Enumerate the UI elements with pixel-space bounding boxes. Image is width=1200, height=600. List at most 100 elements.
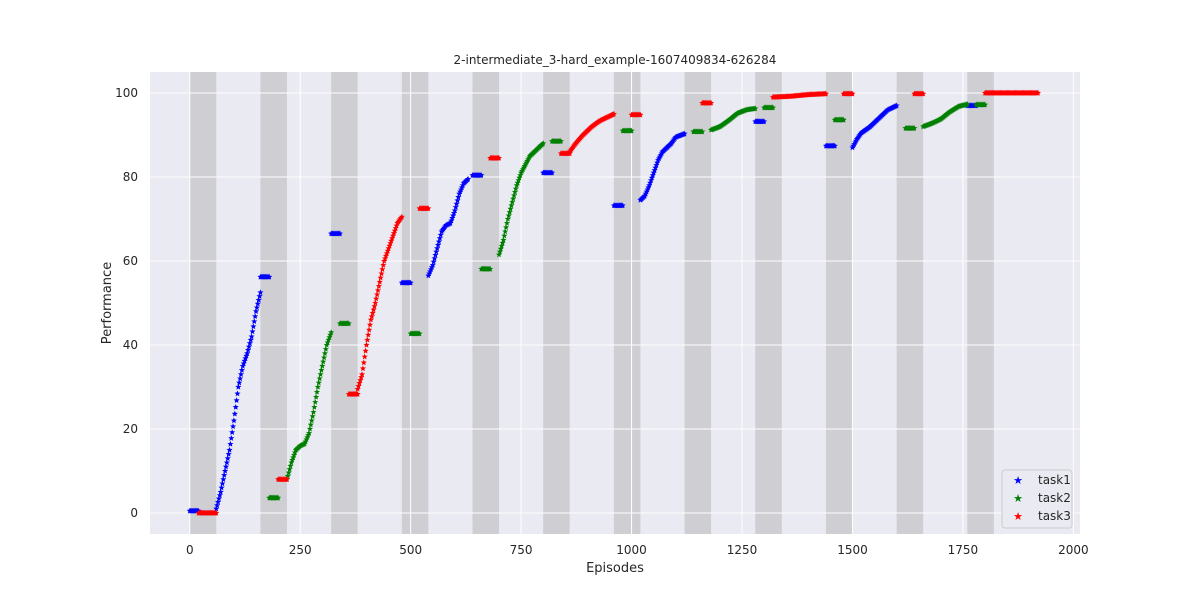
data-point-task1 bbox=[237, 371, 245, 377]
data-point-task1 bbox=[435, 238, 442, 245]
data-point-task2 bbox=[309, 413, 316, 419]
data-point-task1 bbox=[232, 403, 239, 410]
shaded-interval bbox=[331, 72, 358, 534]
data-point-task1 bbox=[227, 440, 234, 447]
data-point-task1 bbox=[436, 235, 443, 241]
shaded-interval bbox=[401, 72, 429, 534]
data-point-task1 bbox=[647, 179, 654, 186]
data-point-task3 bbox=[1034, 89, 1042, 96]
plot-area bbox=[150, 72, 1080, 534]
shaded-interval bbox=[825, 72, 853, 534]
data-point-task1 bbox=[437, 231, 444, 238]
data-point-task1 bbox=[221, 472, 228, 478]
data-point-task1 bbox=[217, 488, 224, 495]
data-point-task1 bbox=[646, 182, 653, 188]
data-point-task2 bbox=[311, 403, 318, 410]
data-point-task1 bbox=[250, 323, 257, 330]
data-point-task3 bbox=[368, 313, 375, 320]
data-point-task3 bbox=[388, 237, 395, 244]
legend-item-task3: ★ task3 bbox=[1013, 509, 1071, 523]
data-point-task1 bbox=[619, 202, 626, 209]
data-point-task2 bbox=[911, 125, 918, 131]
data-point-task3 bbox=[365, 331, 372, 338]
data-point-task3 bbox=[386, 242, 393, 249]
data-point-task3 bbox=[370, 306, 377, 313]
data-point-task3 bbox=[387, 240, 394, 246]
shaded-interval bbox=[967, 72, 994, 534]
data-point-task2 bbox=[501, 232, 508, 239]
data-point-task2 bbox=[307, 421, 314, 428]
data-point-task2 bbox=[557, 138, 564, 144]
data-point-task2 bbox=[500, 236, 507, 243]
data-point-task1 bbox=[681, 130, 688, 137]
data-point-task2 bbox=[322, 346, 329, 352]
data-point-task3 bbox=[359, 365, 366, 372]
data-point-task3 bbox=[610, 110, 617, 117]
data-point-task1 bbox=[214, 498, 222, 505]
data-point-task2 bbox=[964, 101, 971, 107]
data-point-task1 bbox=[246, 340, 253, 346]
data-point-task1 bbox=[249, 328, 256, 335]
data-point-task2 bbox=[506, 209, 513, 215]
data-point-task1 bbox=[230, 417, 237, 424]
legend-marker-task3: ★ bbox=[1013, 510, 1023, 523]
data-point-task1 bbox=[225, 451, 232, 457]
data-point-task1 bbox=[336, 230, 344, 237]
data-point-task1 bbox=[433, 248, 440, 255]
data-point-task3 bbox=[393, 222, 400, 229]
data-point-task2 bbox=[312, 398, 319, 405]
x-axis-title: Episodes bbox=[586, 561, 644, 576]
data-point-task1 bbox=[222, 463, 230, 470]
data-point-task1 bbox=[236, 379, 243, 386]
data-point-task1 bbox=[549, 169, 556, 176]
data-point-task2 bbox=[313, 393, 320, 400]
x-tick-label: 250 bbox=[289, 543, 312, 557]
data-point-task1 bbox=[450, 209, 458, 216]
x-tick-label: 2000 bbox=[1058, 543, 1089, 557]
data-point-task1 bbox=[647, 177, 655, 183]
data-point-task2 bbox=[321, 354, 328, 361]
data-point-task2 bbox=[769, 104, 776, 111]
data-point-task1 bbox=[255, 296, 262, 303]
data-point-task2 bbox=[496, 248, 503, 255]
data-point-task2 bbox=[286, 466, 293, 472]
data-point-task3 bbox=[425, 205, 432, 212]
data-point-task1 bbox=[650, 169, 657, 176]
data-point-task2 bbox=[516, 174, 523, 181]
data-point-task2 bbox=[499, 239, 506, 246]
y-tick-label: 0 bbox=[130, 506, 138, 520]
data-point-task1 bbox=[245, 346, 252, 353]
data-point-task1 bbox=[831, 142, 838, 149]
shaded-interval bbox=[755, 72, 782, 534]
data-point-task3 bbox=[382, 255, 389, 262]
data-point-task1 bbox=[218, 484, 225, 491]
data-point-task1 bbox=[252, 313, 259, 320]
data-point-task2 bbox=[316, 375, 323, 382]
data-point-task1 bbox=[449, 214, 456, 221]
data-point-task1 bbox=[434, 245, 441, 251]
x-tick-label: 500 bbox=[399, 543, 422, 557]
data-point-task3 bbox=[920, 90, 927, 97]
shaded-interval bbox=[684, 72, 712, 534]
data-point-task2 bbox=[324, 339, 331, 346]
data-point-task2 bbox=[512, 185, 519, 192]
data-point-task3 bbox=[379, 266, 386, 272]
shaded-interval bbox=[896, 72, 924, 534]
data-point-task2 bbox=[310, 409, 317, 415]
data-point-task3 bbox=[362, 347, 369, 354]
legend-label-task1: task1 bbox=[1038, 473, 1071, 487]
data-point-task3 bbox=[354, 390, 361, 397]
data-point-task1 bbox=[247, 336, 254, 343]
data-point-task2 bbox=[505, 212, 512, 219]
data-point-task3 bbox=[392, 225, 399, 231]
data-point-task2 bbox=[628, 127, 635, 134]
data-point-task2 bbox=[699, 128, 706, 135]
data-point-task1 bbox=[228, 435, 235, 441]
data-point-task3 bbox=[366, 326, 373, 333]
legend-marker-task2: ★ bbox=[1013, 492, 1023, 505]
data-point-task2 bbox=[287, 462, 294, 469]
data-point-task2 bbox=[315, 379, 322, 386]
data-point-task1 bbox=[253, 304, 260, 311]
data-point-task1 bbox=[216, 492, 223, 498]
data-point-task2 bbox=[323, 341, 330, 348]
